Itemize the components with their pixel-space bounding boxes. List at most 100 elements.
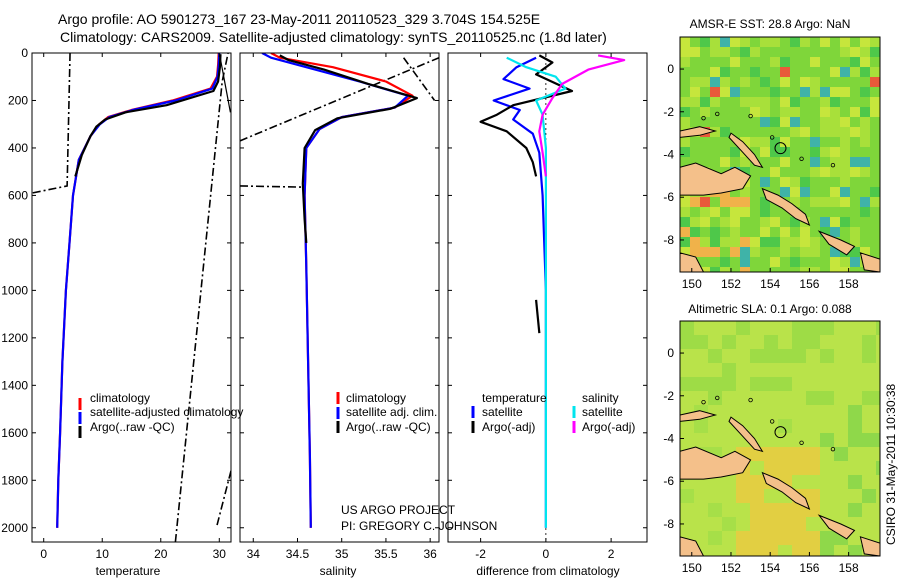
- map-cell: [780, 67, 790, 77]
- legend-header-temperature: temperature: [482, 391, 547, 405]
- map-cell: [790, 97, 800, 107]
- map-cell: [820, 349, 834, 363]
- map-cell: [820, 117, 830, 127]
- map-cell: [740, 247, 750, 257]
- island-outline: [799, 440, 804, 445]
- sla-map-title: Altimetric SLA: 0.1 Argo: 0.088: [688, 302, 852, 316]
- map-cell: [820, 227, 830, 237]
- legend-label-satellite: satellite-adjusted climatology: [90, 405, 243, 419]
- map-cell: [680, 217, 690, 227]
- map-cell: [810, 87, 820, 97]
- map-cell: [850, 127, 860, 137]
- map-cell: [848, 475, 862, 489]
- map-cell: [730, 237, 740, 247]
- figure-title-line1: Argo profile: AO 5901273_167 23-May-2011…: [58, 11, 540, 27]
- map-cell: [792, 545, 806, 556]
- map-cell: [870, 97, 880, 107]
- map-cell: [792, 349, 806, 363]
- map-cell: [830, 227, 840, 237]
- series-line-argo-raw-qc-: [74, 54, 222, 177]
- map-cell: [700, 97, 710, 107]
- map-cell: [760, 77, 770, 87]
- x-tick-label: 36: [423, 547, 437, 561]
- map-cell: [840, 87, 850, 97]
- map-cell: [760, 197, 770, 207]
- salinity-xlabel: salinity: [320, 564, 357, 578]
- map-cell: [830, 247, 840, 257]
- land-polygon: [680, 162, 752, 196]
- map-cell: [820, 433, 834, 447]
- land-polygon: [680, 126, 718, 138]
- map-cell: [690, 247, 700, 257]
- map-cell: [720, 157, 730, 167]
- map-cell: [860, 137, 870, 147]
- map-cell: [860, 107, 870, 117]
- map-cell: [722, 335, 736, 349]
- x-tick-label: 35.5: [374, 547, 398, 561]
- map-cell: [730, 87, 740, 97]
- map-cell: [750, 475, 764, 489]
- y-tick-label: -8: [663, 517, 674, 531]
- map-cell: [810, 147, 820, 157]
- map-cell: [740, 47, 750, 57]
- map-cell: [848, 419, 862, 433]
- x-tick-label: 2: [608, 547, 615, 561]
- map-cell: [780, 77, 790, 87]
- map-cell: [680, 247, 690, 257]
- map-cell: [690, 77, 700, 87]
- map-cell: [840, 137, 850, 147]
- map-cell: [710, 67, 720, 77]
- map-cell: [760, 237, 770, 247]
- salinity-axes: 34 34.5 35 35.5 36: [240, 52, 439, 561]
- credit-pi: PI: GREGORY C. JOHNSON: [341, 519, 497, 533]
- difference-panel: -2 0 2 difference from climatology tempera…: [447, 52, 648, 578]
- map-cell: [800, 247, 810, 257]
- map-cell: [740, 137, 750, 147]
- map-cell: [810, 247, 820, 257]
- map-cell: [710, 87, 720, 97]
- temperature-legend: climatology satellite-adjusted climatolo…: [78, 391, 243, 438]
- map-cell: [764, 545, 778, 556]
- argo-range-line: [240, 185, 302, 188]
- map-cell: [820, 197, 830, 207]
- map-cell: [860, 87, 870, 97]
- map-cell: [736, 531, 750, 545]
- map-cell: [850, 227, 860, 237]
- map-cell: [720, 197, 730, 207]
- map-cell: [830, 87, 840, 97]
- map-cell: [740, 77, 750, 87]
- map-cell: [862, 349, 876, 363]
- map-cell: [710, 247, 720, 257]
- map-cell: [710, 37, 720, 47]
- map-cell: [806, 489, 820, 503]
- map-cell: [810, 137, 820, 147]
- land-polygon: [859, 252, 880, 272]
- map-cell: [680, 147, 690, 157]
- map-cell: [708, 531, 722, 545]
- map-cell: [790, 237, 800, 247]
- series-line: [534, 299, 541, 334]
- y-tick-label: 0: [667, 62, 674, 76]
- map-cell: [722, 377, 736, 391]
- temperature-axes: 0 10 20 30 0 200 400 600 800 1000 1200 1400 1600 1800…: [1, 46, 231, 561]
- map-cell: [840, 187, 850, 197]
- map-cell: [770, 237, 780, 247]
- map-cell: [770, 57, 780, 67]
- map-cell: [800, 77, 810, 87]
- series-line-satellite-adjusted-climatology: [56, 53, 221, 528]
- map-cell: [730, 57, 740, 67]
- argo-range-line: [174, 53, 229, 542]
- map-cell: [810, 197, 820, 207]
- y-tick-label: 0: [667, 346, 674, 360]
- map-cell: [840, 117, 850, 127]
- map-cell: [830, 117, 840, 127]
- map-cell: [750, 97, 760, 107]
- sst-map-title: AMSR-E SST: 28.8 Argo: NaN: [690, 17, 851, 31]
- x-tick-label: -2: [475, 547, 486, 561]
- land-polygon: [817, 230, 856, 256]
- map-cell: [780, 117, 790, 127]
- map-cell: [820, 147, 830, 157]
- map-cell: [862, 433, 876, 447]
- map-cell: [820, 321, 834, 335]
- y-tick-label: -6: [663, 474, 674, 488]
